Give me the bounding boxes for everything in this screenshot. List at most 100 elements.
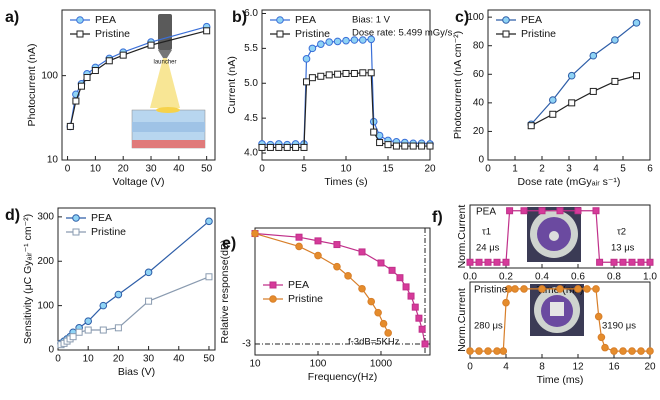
marker — [205, 217, 213, 226]
marker — [69, 333, 77, 341]
marker — [502, 298, 510, 307]
x-tick-label: 3 — [566, 164, 572, 175]
y-tick-label: 10 — [47, 155, 59, 166]
marker — [421, 340, 429, 348]
legend-label: Pristine — [295, 28, 330, 40]
x-tick-label: 8 — [539, 362, 545, 373]
marker — [502, 30, 510, 38]
plot-frame — [254, 227, 431, 356]
legend-label: PEA — [288, 279, 309, 291]
plot-frame — [469, 281, 651, 359]
x-tick-label: 15 — [382, 164, 394, 175]
marker — [292, 143, 300, 151]
marker — [601, 343, 609, 352]
marker — [275, 143, 283, 151]
panel: 0 4 8 12 16 20 Time (ms) Norm.Current Pristine 28… — [456, 281, 656, 386]
x-tick-label: 16 — [608, 362, 620, 373]
marker — [466, 347, 474, 355]
marker — [628, 347, 636, 355]
marker — [376, 139, 384, 147]
marker — [574, 285, 582, 293]
x-tick-label: 10 — [83, 354, 95, 365]
marker — [619, 347, 627, 355]
device-inset — [131, 14, 206, 149]
x-tick-label: 10 — [90, 164, 102, 175]
y-tick-label: 100 — [467, 12, 484, 23]
marker — [72, 214, 80, 222]
marker — [283, 143, 291, 151]
panel: 0 10 20 30 40 50 0 100 200 300 Bias (V) Sensitivity… — [5, 207, 216, 378]
x-axis-label: Bias (V) — [118, 366, 155, 378]
x-tick-label: 10 — [249, 359, 261, 370]
legend-label: Pristine — [95, 28, 130, 40]
marker — [333, 37, 342, 46]
y-tick-label: 100 — [41, 70, 58, 81]
marker — [367, 297, 376, 306]
marker — [295, 233, 303, 241]
x-tick-label: 50 — [201, 164, 213, 175]
panel-label: d) — [5, 207, 20, 224]
panel: 0 5 10 15 20 4.0 4.5 5.0 5.5 6.0 Times (s) Current … — [226, 8, 453, 188]
marker — [475, 347, 483, 355]
marker — [418, 325, 426, 333]
marker — [549, 110, 557, 118]
x-axis-label: Time (ms) — [537, 374, 584, 386]
series-line — [60, 220, 210, 344]
marker — [592, 285, 600, 293]
x-tick-label: 0.4 — [535, 272, 549, 283]
marker — [370, 128, 378, 136]
marker — [147, 41, 155, 49]
marker — [415, 314, 423, 322]
marker — [66, 122, 74, 130]
marker — [538, 207, 546, 215]
x-tick-label: 10 — [340, 164, 352, 175]
legend-label: PEA — [95, 14, 116, 26]
marker — [637, 258, 645, 266]
x-tick-label: 0 — [259, 164, 265, 175]
marker — [144, 268, 153, 277]
marker — [269, 295, 277, 303]
marker — [597, 333, 606, 342]
marker — [396, 274, 404, 282]
plot-frame — [469, 204, 651, 269]
marker — [76, 16, 84, 24]
marker — [333, 262, 341, 271]
y-tick-label: 300 — [37, 212, 54, 223]
marker — [610, 347, 618, 355]
marker — [317, 72, 325, 80]
y-tick-label: -3 — [242, 339, 251, 350]
x-tick-label: 0 — [55, 354, 61, 365]
marker — [493, 258, 501, 266]
marker — [646, 258, 654, 266]
series-line — [530, 75, 637, 127]
marker — [411, 303, 419, 311]
y-tick-label: 200 — [37, 256, 54, 267]
marker — [76, 30, 84, 38]
plot-frame — [487, 9, 651, 161]
marker — [384, 141, 392, 149]
marker — [99, 326, 107, 334]
marker — [632, 19, 641, 27]
marker — [205, 273, 213, 281]
marker — [333, 241, 341, 249]
y-axis-label: Relative response(dB) — [219, 240, 231, 344]
panel-label: b) — [232, 9, 247, 26]
x-tick-label: 20 — [118, 164, 130, 175]
y-tick-label: 5.5 — [244, 43, 258, 54]
marker — [426, 142, 434, 150]
marker — [466, 258, 474, 266]
marker — [589, 87, 597, 95]
x-tick-label: 0 — [485, 164, 491, 175]
marker — [499, 347, 508, 355]
x-tick-label: 1000 — [370, 359, 393, 370]
marker — [646, 347, 654, 355]
marker — [556, 207, 564, 215]
marker — [527, 122, 535, 130]
marker — [295, 242, 303, 251]
y-axis-label: Norm.Current — [456, 205, 468, 269]
marker — [556, 285, 564, 293]
annotation: 3190 μs — [602, 321, 636, 332]
photo-pristine — [530, 284, 584, 336]
